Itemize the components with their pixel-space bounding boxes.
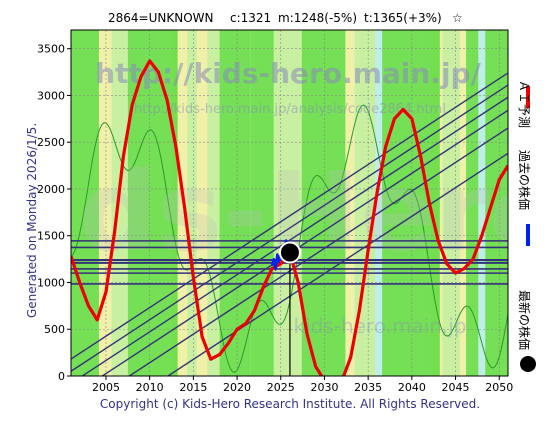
legend-ai-forecast-label: ＡＩ予測 [517, 80, 531, 128]
axis-layer: 2005 2010 2015 2020 2025 2030 2035 2040 2045 2050… [37, 43, 513, 394]
watermark-main: http://kids-hero.main.jp/ [95, 57, 481, 90]
green-region-6 [466, 30, 508, 376]
x-tick-label-2040: 2040 [398, 381, 426, 394]
green-region-3 [250, 30, 274, 376]
plot-border [70, 29, 509, 377]
yellow-region-3 [345, 30, 355, 376]
watermark-sub: http://kids-hero.main.jp/analysis/code28… [134, 102, 446, 117]
copyright: Copyright (c) Kids-Hero Research Institu… [100, 397, 480, 411]
yellow-region-0 [98, 30, 112, 376]
cyan-region-1 [478, 30, 486, 376]
x-tick-label-2025: 2025 [267, 381, 295, 394]
x-tick-label-2050: 2050 [485, 381, 513, 394]
star-icon[interactable]: ☆ [452, 11, 463, 25]
y-tick-label-0: 0 [58, 370, 65, 383]
y-tick-label-3500: 3500 [37, 43, 65, 56]
header-target: t:1365(+3%) [364, 11, 442, 25]
header-current: c:1321 [230, 11, 271, 25]
legend-latest-price-label: 最新の株価 [517, 290, 532, 350]
x-tick-label-2035: 2035 [354, 381, 382, 394]
x-tick-label-2015: 2015 [179, 381, 207, 394]
y-tick-label-500: 500 [44, 323, 65, 336]
green-region-2 [219, 30, 251, 376]
grid-lines [71, 30, 508, 376]
y-tick-label-1500: 1500 [37, 230, 65, 243]
series-layer [71, 59, 508, 376]
x-tick-label-2030: 2030 [310, 381, 338, 394]
generated-label: Generated on Monday 2026/1/5. [25, 123, 39, 318]
header-code: 2864=UNKNOWN [108, 11, 214, 25]
watermark-bottom: kids-hero.main.jp [293, 314, 466, 338]
cyan-region-0 [375, 30, 383, 376]
yellow-region-5 [459, 30, 467, 376]
pale-region-2 [273, 30, 302, 376]
legend-past-price-label: 過去の株価 [517, 150, 532, 210]
y-tick-label-1000: 1000 [37, 276, 65, 289]
yellow-region-2 [196, 30, 208, 376]
band-diagonal-3 [81, 96, 508, 376]
y-tick-label-2000: 2000 [37, 183, 65, 196]
legend-latest-price-marker [520, 356, 536, 372]
latest-price-point[interactable] [278, 241, 301, 264]
x-tick-label-2045: 2045 [442, 381, 470, 394]
header-median: m:1248(-5%) [278, 11, 357, 25]
band-diagonal-5 [71, 72, 508, 360]
legend: ＡＩ予測 過去の株価 最新の株価 [517, 80, 536, 372]
band-diagonal-4 [71, 84, 508, 372]
y-tick-label-2500: 2500 [37, 136, 65, 149]
plot-area: Kids-Hero http://kids-hero.main.jp/ http… [71, 30, 508, 376]
x-tick-label-2005: 2005 [92, 381, 120, 394]
x-tick-label-2010: 2010 [136, 381, 164, 394]
x-tick-label-2020: 2020 [223, 381, 251, 394]
y-tick-label-3000: 3000 [37, 89, 65, 102]
